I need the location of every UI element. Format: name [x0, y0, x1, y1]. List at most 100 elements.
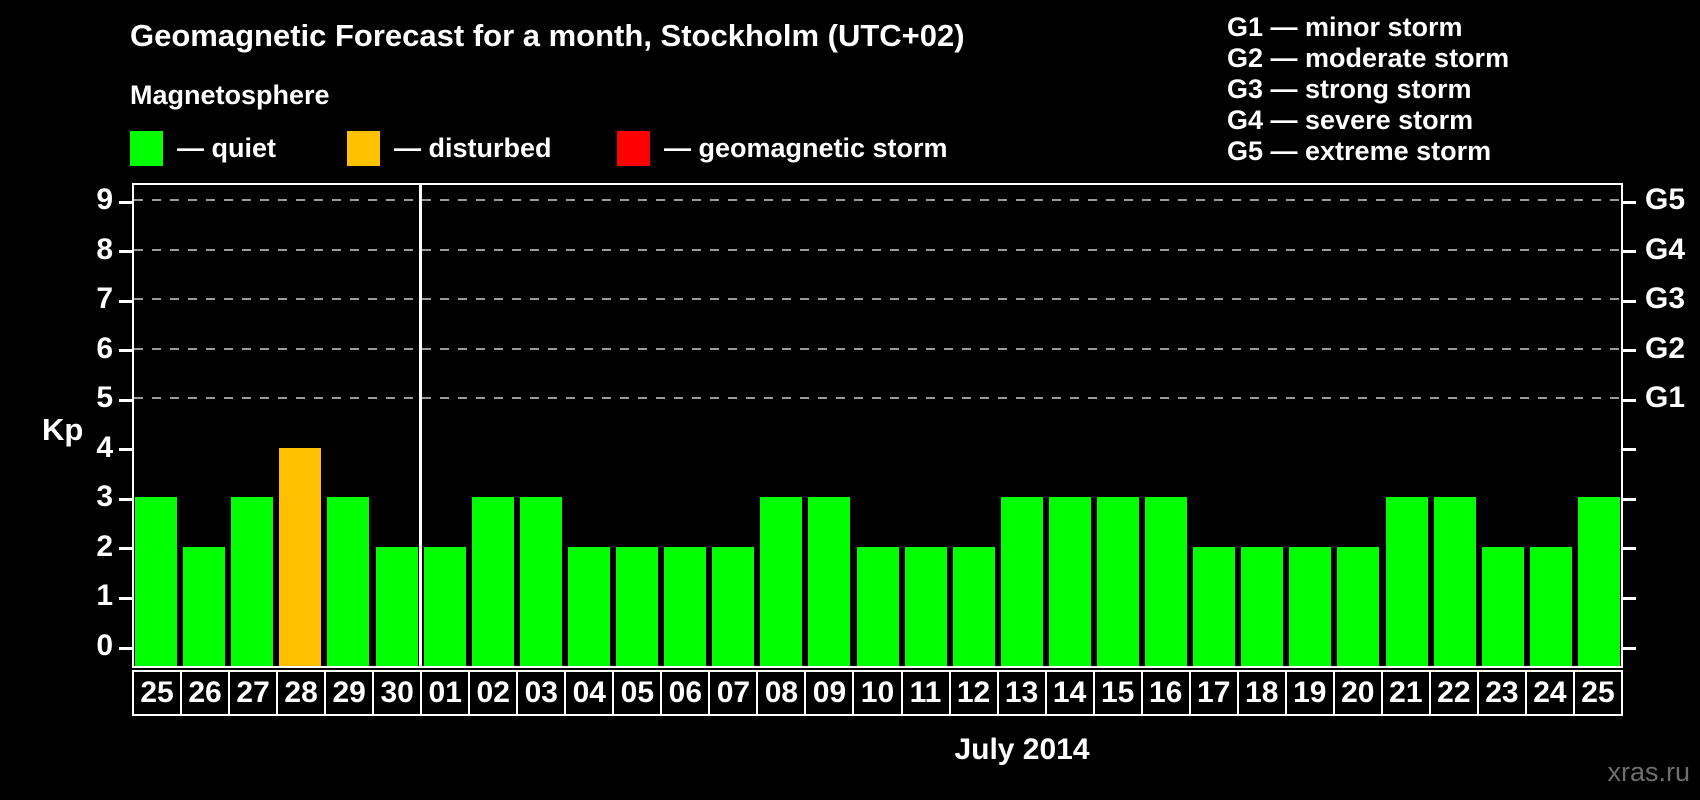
month-separator-line [419, 185, 423, 666]
date-cell-05-10: 05 [612, 670, 663, 716]
date-cell-08-13: 08 [756, 670, 807, 716]
date-cell-09-14: 09 [804, 670, 855, 716]
date-cell-30-5: 30 [372, 670, 423, 716]
y-tick-right-9 [1623, 200, 1636, 204]
right-axis-label-G5: G5 [1645, 183, 1686, 217]
gridline-kp-6 [134, 347, 1621, 350]
kp-bar-21 [1385, 497, 1428, 666]
y-tick-label-9: 9 [96, 183, 113, 217]
y-tick-label-8: 8 [96, 232, 113, 266]
date-cell-13-18: 13 [996, 670, 1047, 716]
right-axis-label-G3: G3 [1645, 282, 1686, 316]
date-cell-22-27: 22 [1428, 670, 1479, 716]
kp-bar-30 [375, 546, 418, 666]
kp-bar-06 [664, 546, 707, 666]
legend-item-disturbed: — disturbed [347, 131, 552, 166]
date-cell-02-7: 02 [468, 670, 519, 716]
legend-label-quiet: — quiet [177, 133, 276, 163]
y-tick-right-6 [1623, 349, 1636, 353]
y-tick-left-6 [119, 349, 132, 353]
kp-bar-29 [327, 497, 370, 666]
legend-swatch-quiet [130, 131, 163, 166]
plot-area [132, 183, 1623, 668]
storm-scale-line-g4: G4 — severe storm [1227, 105, 1474, 135]
y-tick-label-0: 0 [96, 629, 113, 662]
date-cell-25-30: 25 [1572, 670, 1623, 716]
date-cell-25-0: 25 [132, 670, 183, 716]
kp-bar-05 [616, 546, 659, 666]
kp-bar-27 [231, 497, 274, 666]
date-cell-24-29: 24 [1524, 670, 1575, 716]
y-tick-label-7: 7 [96, 282, 113, 316]
y-tick-right-2 [1623, 547, 1636, 551]
date-cell-10-15: 10 [852, 670, 903, 716]
kp-bar-19 [1289, 546, 1332, 666]
kp-bar-15 [1096, 497, 1139, 666]
y-tick-left-3 [119, 497, 132, 501]
kp-bar-02 [471, 497, 514, 666]
kp-bar-11 [904, 546, 947, 666]
gridline-kp-9 [134, 199, 1621, 202]
y-tick-label-2: 2 [96, 529, 113, 563]
kp-bar-10 [856, 546, 899, 666]
date-cell-17-22: 17 [1188, 670, 1239, 716]
kp-bar-04 [567, 546, 610, 666]
right-axis-label-G2: G2 [1645, 331, 1686, 365]
kp-bar-13 [1000, 497, 1043, 666]
date-cell-15-20: 15 [1092, 670, 1143, 716]
kp-bar-28 [279, 447, 322, 666]
watermark: xras.ru [1607, 757, 1690, 787]
kp-bar-07 [712, 546, 755, 666]
kp-bar-16 [1145, 497, 1188, 666]
date-cell-04-9: 04 [564, 670, 615, 716]
y-tick-left-9 [119, 200, 132, 204]
kp-bar-17 [1193, 546, 1236, 666]
date-cell-06-11: 06 [660, 670, 711, 716]
y-axis-label: Kp [42, 412, 84, 447]
chart-title: Geomagnetic Forecast for a month, Stockh… [130, 18, 965, 53]
kp-bar-12 [952, 546, 995, 666]
date-cell-27-2: 27 [228, 670, 279, 716]
date-cell-21-26: 21 [1380, 670, 1431, 716]
y-tick-left-1 [119, 596, 132, 600]
y-tick-right-7 [1623, 299, 1636, 303]
legend-item-geomagnetic-storm: — geomagnetic storm [617, 131, 948, 166]
kp-bar-09 [808, 497, 851, 666]
kp-bar-18 [1241, 546, 1284, 666]
legend-label-geomagnetic-storm: — geomagnetic storm [664, 133, 948, 163]
date-cell-26-1: 26 [180, 670, 231, 716]
storm-scale-line-g5: G5 — extreme storm [1227, 136, 1492, 166]
right-axis-label-G1: G1 [1645, 381, 1686, 415]
kp-bar-25 [1577, 497, 1620, 666]
y-tick-label-5: 5 [96, 381, 113, 415]
date-cell-14-19: 14 [1044, 670, 1095, 716]
storm-scale-legend: G1 — minor storm G2 — moderate storm G3 — … [1227, 12, 1509, 167]
legend-swatch-disturbed [347, 131, 380, 166]
right-axis-label-G4: G4 [1645, 232, 1686, 266]
x-axis-month-label: July 2014 [954, 733, 1090, 766]
date-cell-28-3: 28 [276, 670, 327, 716]
date-cell-07-12: 07 [708, 670, 759, 716]
date-cell-23-28: 23 [1476, 670, 1527, 716]
y-tick-left-5 [119, 398, 132, 402]
date-cell-20-25: 20 [1332, 670, 1383, 716]
kp-bar-20 [1337, 546, 1380, 666]
kp-bar-22 [1433, 497, 1476, 666]
date-cell-01-6: 01 [420, 670, 471, 716]
date-cell-18-23: 18 [1236, 670, 1287, 716]
kp-bar-14 [1048, 497, 1091, 666]
y-tick-right-1 [1623, 596, 1636, 600]
kp-bar-26 [183, 546, 226, 666]
kp-bar-03 [519, 497, 562, 666]
y-tick-right-8 [1623, 250, 1636, 254]
storm-scale-line-g1: G1 — minor storm [1227, 12, 1463, 42]
legend-item-quiet: — quiet [130, 131, 276, 166]
gridline-kp-5 [134, 397, 1621, 400]
kp-bar-01 [423, 546, 466, 666]
y-tick-label-4: 4 [96, 430, 113, 464]
magnetosphere-subtitle: Magnetosphere [130, 80, 330, 110]
y-tick-right-5 [1623, 398, 1636, 402]
date-cell-19-24: 19 [1284, 670, 1335, 716]
x-axis-date-row: 25 26 27 28 29 30 01 02 03 04 05 06 07 08 09 10 11 12 13 14… [132, 670, 1623, 716]
